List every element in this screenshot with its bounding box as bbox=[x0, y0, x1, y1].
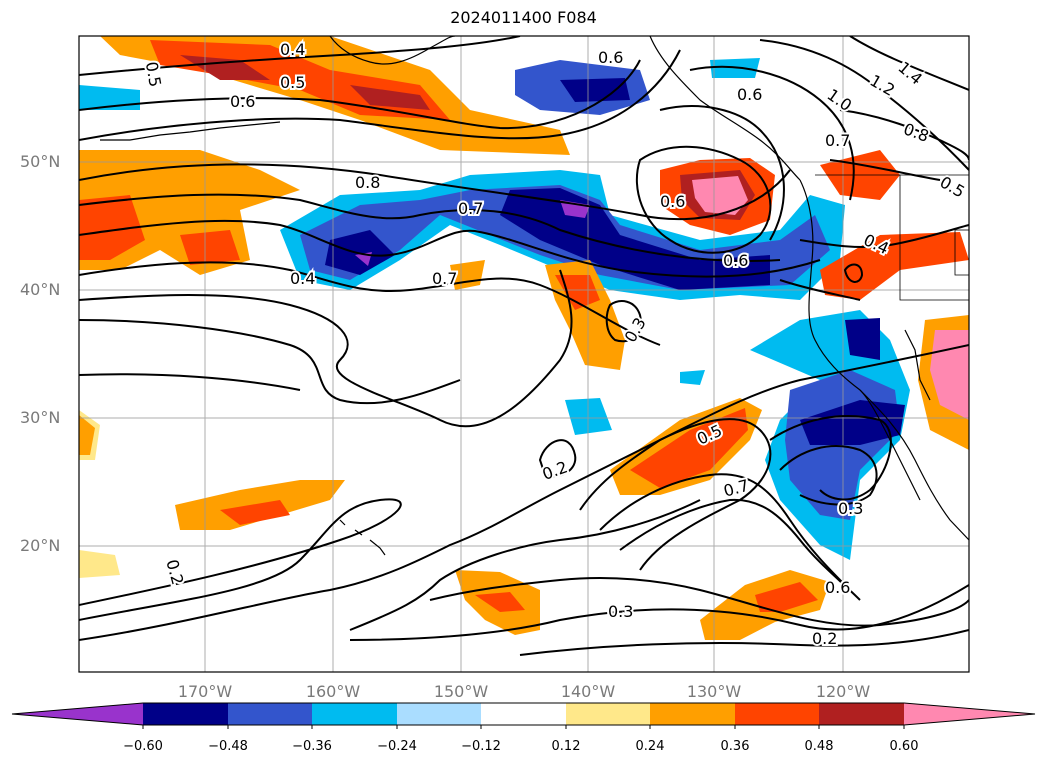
contour-label: 0.5 bbox=[142, 60, 165, 88]
lon-label-160w: 160°W bbox=[305, 682, 361, 701]
positive-anomaly-region bbox=[930, 330, 969, 420]
positive-anomaly-region bbox=[475, 592, 525, 612]
colorbar-tick-label: −0.24 bbox=[377, 739, 417, 754]
lat-label-30n: 30°N bbox=[20, 408, 61, 427]
colorbar-tick-label: −0.12 bbox=[461, 739, 501, 754]
contour-label: 0.4 bbox=[290, 269, 315, 288]
contour-label: 0.6 bbox=[660, 192, 685, 211]
colorbar-swatch bbox=[735, 703, 819, 725]
colorbar-extend-min bbox=[12, 703, 143, 725]
contour-label: 0.3 bbox=[838, 499, 863, 518]
lon-label-140w: 140°W bbox=[560, 682, 616, 701]
contour-lines bbox=[79, 36, 969, 656]
colorbar-tick-label: −0.48 bbox=[208, 739, 248, 754]
colorbar-tick-label: −0.36 bbox=[292, 739, 332, 754]
colorbar-swatch bbox=[228, 703, 312, 725]
contour-label: 0.6 bbox=[723, 251, 748, 270]
negative-anomaly-region bbox=[355, 200, 590, 266]
colorbar bbox=[11, 702, 1036, 729]
negative-anomaly-region bbox=[325, 188, 770, 290]
colorbar-swatch bbox=[819, 703, 904, 725]
contour-label: 0.8 bbox=[355, 173, 380, 192]
colorbar-swatch bbox=[650, 703, 735, 725]
contour-label: 0.8 bbox=[901, 119, 931, 146]
positive-anomaly-region bbox=[180, 55, 430, 110]
lat-label-20n: 20°N bbox=[20, 536, 61, 555]
lat-label-40n: 40°N bbox=[20, 280, 61, 299]
contour-label: 0.5 bbox=[280, 73, 305, 92]
contour-label: 0.3 bbox=[608, 602, 633, 621]
coastlines bbox=[100, 36, 969, 556]
lon-label-150w: 150°W bbox=[433, 682, 489, 701]
colorbar-swatch bbox=[481, 703, 566, 725]
contour-label: 0.6 bbox=[230, 92, 255, 111]
colorbar-tick-label: 0.48 bbox=[804, 739, 834, 754]
contour-label: 1.2 bbox=[867, 71, 899, 100]
lon-label-130w: 130°W bbox=[686, 682, 742, 701]
colorbar-extend-max bbox=[904, 703, 1035, 725]
positive-anomaly-region bbox=[755, 582, 818, 612]
positive-anomaly-region bbox=[820, 150, 969, 300]
positive-anomaly-region bbox=[79, 195, 240, 265]
colorbar-swatch bbox=[397, 703, 481, 725]
positive-anomaly-region bbox=[555, 275, 600, 310]
map-title: 2024011400 F084 bbox=[450, 8, 597, 27]
colorbar-swatch bbox=[312, 703, 397, 725]
positive-anomaly-region bbox=[79, 415, 95, 455]
contour-label: 0.6 bbox=[598, 48, 623, 67]
contour-label: 0.7 bbox=[432, 269, 457, 288]
colorbar-swatch bbox=[566, 703, 650, 725]
lat-label-50n: 50°N bbox=[20, 152, 61, 171]
contour-label: 0.2 bbox=[540, 457, 570, 484]
map-frame bbox=[78, 35, 970, 673]
contour-label: 0.7 bbox=[825, 131, 850, 150]
colorbar-tick-label: −0.60 bbox=[123, 739, 163, 754]
lon-label-120w: 120°W bbox=[815, 682, 871, 701]
contour-label: 0.4 bbox=[280, 40, 305, 59]
positive-anomaly-region bbox=[220, 500, 290, 525]
contour-label: 0.7 bbox=[722, 476, 752, 501]
negative-anomaly-region bbox=[560, 78, 630, 102]
colorbar-tick-label: 0.12 bbox=[551, 739, 581, 754]
contour-label: 0.2 bbox=[812, 629, 837, 648]
states-borders bbox=[815, 174, 969, 301]
colorbar-tick-label: 0.36 bbox=[720, 739, 750, 754]
contour-label: 0.6 bbox=[825, 578, 850, 597]
contour-label: 0.5 bbox=[937, 172, 969, 201]
anomaly-fills bbox=[79, 36, 969, 640]
lon-label-170w: 170°W bbox=[177, 682, 233, 701]
graticule bbox=[79, 36, 969, 672]
colorbar-swatch bbox=[143, 703, 228, 725]
negative-anomaly-region bbox=[565, 370, 705, 435]
contour-label: 0.2 bbox=[162, 557, 187, 587]
contour-label: 0.6 bbox=[737, 85, 762, 104]
colorbar-tick-label: 0.24 bbox=[635, 739, 665, 754]
colorbar-tick-label: 0.60 bbox=[889, 739, 919, 754]
contour-label: 1.4 bbox=[894, 58, 926, 89]
positive-anomaly-region bbox=[692, 176, 748, 215]
contour-label: 0.7 bbox=[458, 199, 483, 218]
positive-anomaly-region bbox=[630, 408, 748, 488]
negative-anomaly-region bbox=[800, 318, 905, 445]
